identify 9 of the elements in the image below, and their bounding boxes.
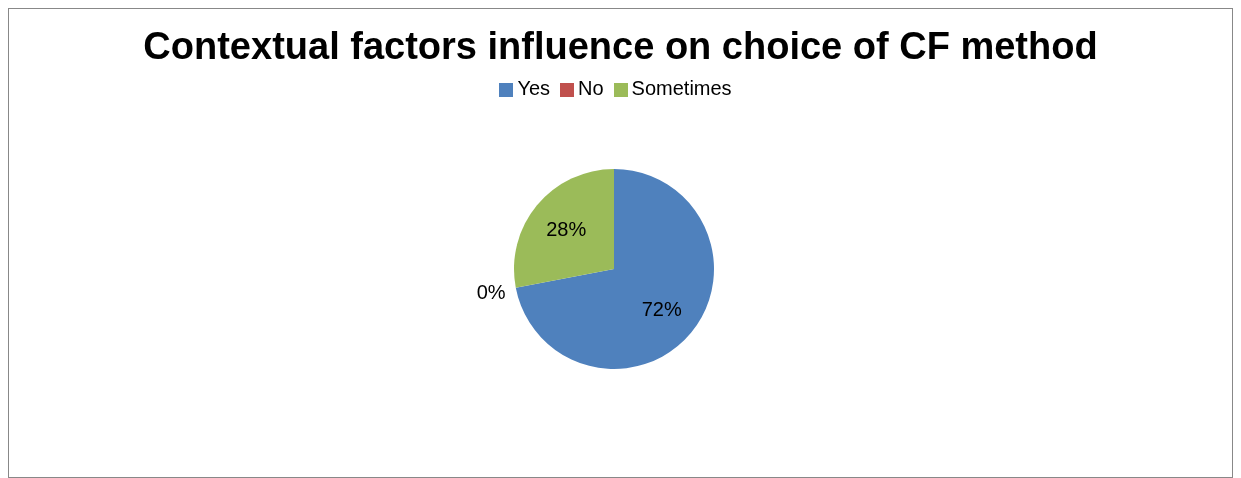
chart-title: Contextual factors influence on choice of CF method — [142, 24, 1099, 69]
data-label: 72% — [641, 297, 682, 320]
pie-slice — [514, 169, 614, 288]
data-label: 28% — [546, 218, 587, 241]
pie-slice — [515, 169, 714, 369]
text: 0% — [476, 281, 506, 304]
legend-label: No — [578, 77, 604, 99]
legend-label: Sometimes — [631, 77, 732, 99]
legend-label: Yes — [517, 77, 551, 99]
